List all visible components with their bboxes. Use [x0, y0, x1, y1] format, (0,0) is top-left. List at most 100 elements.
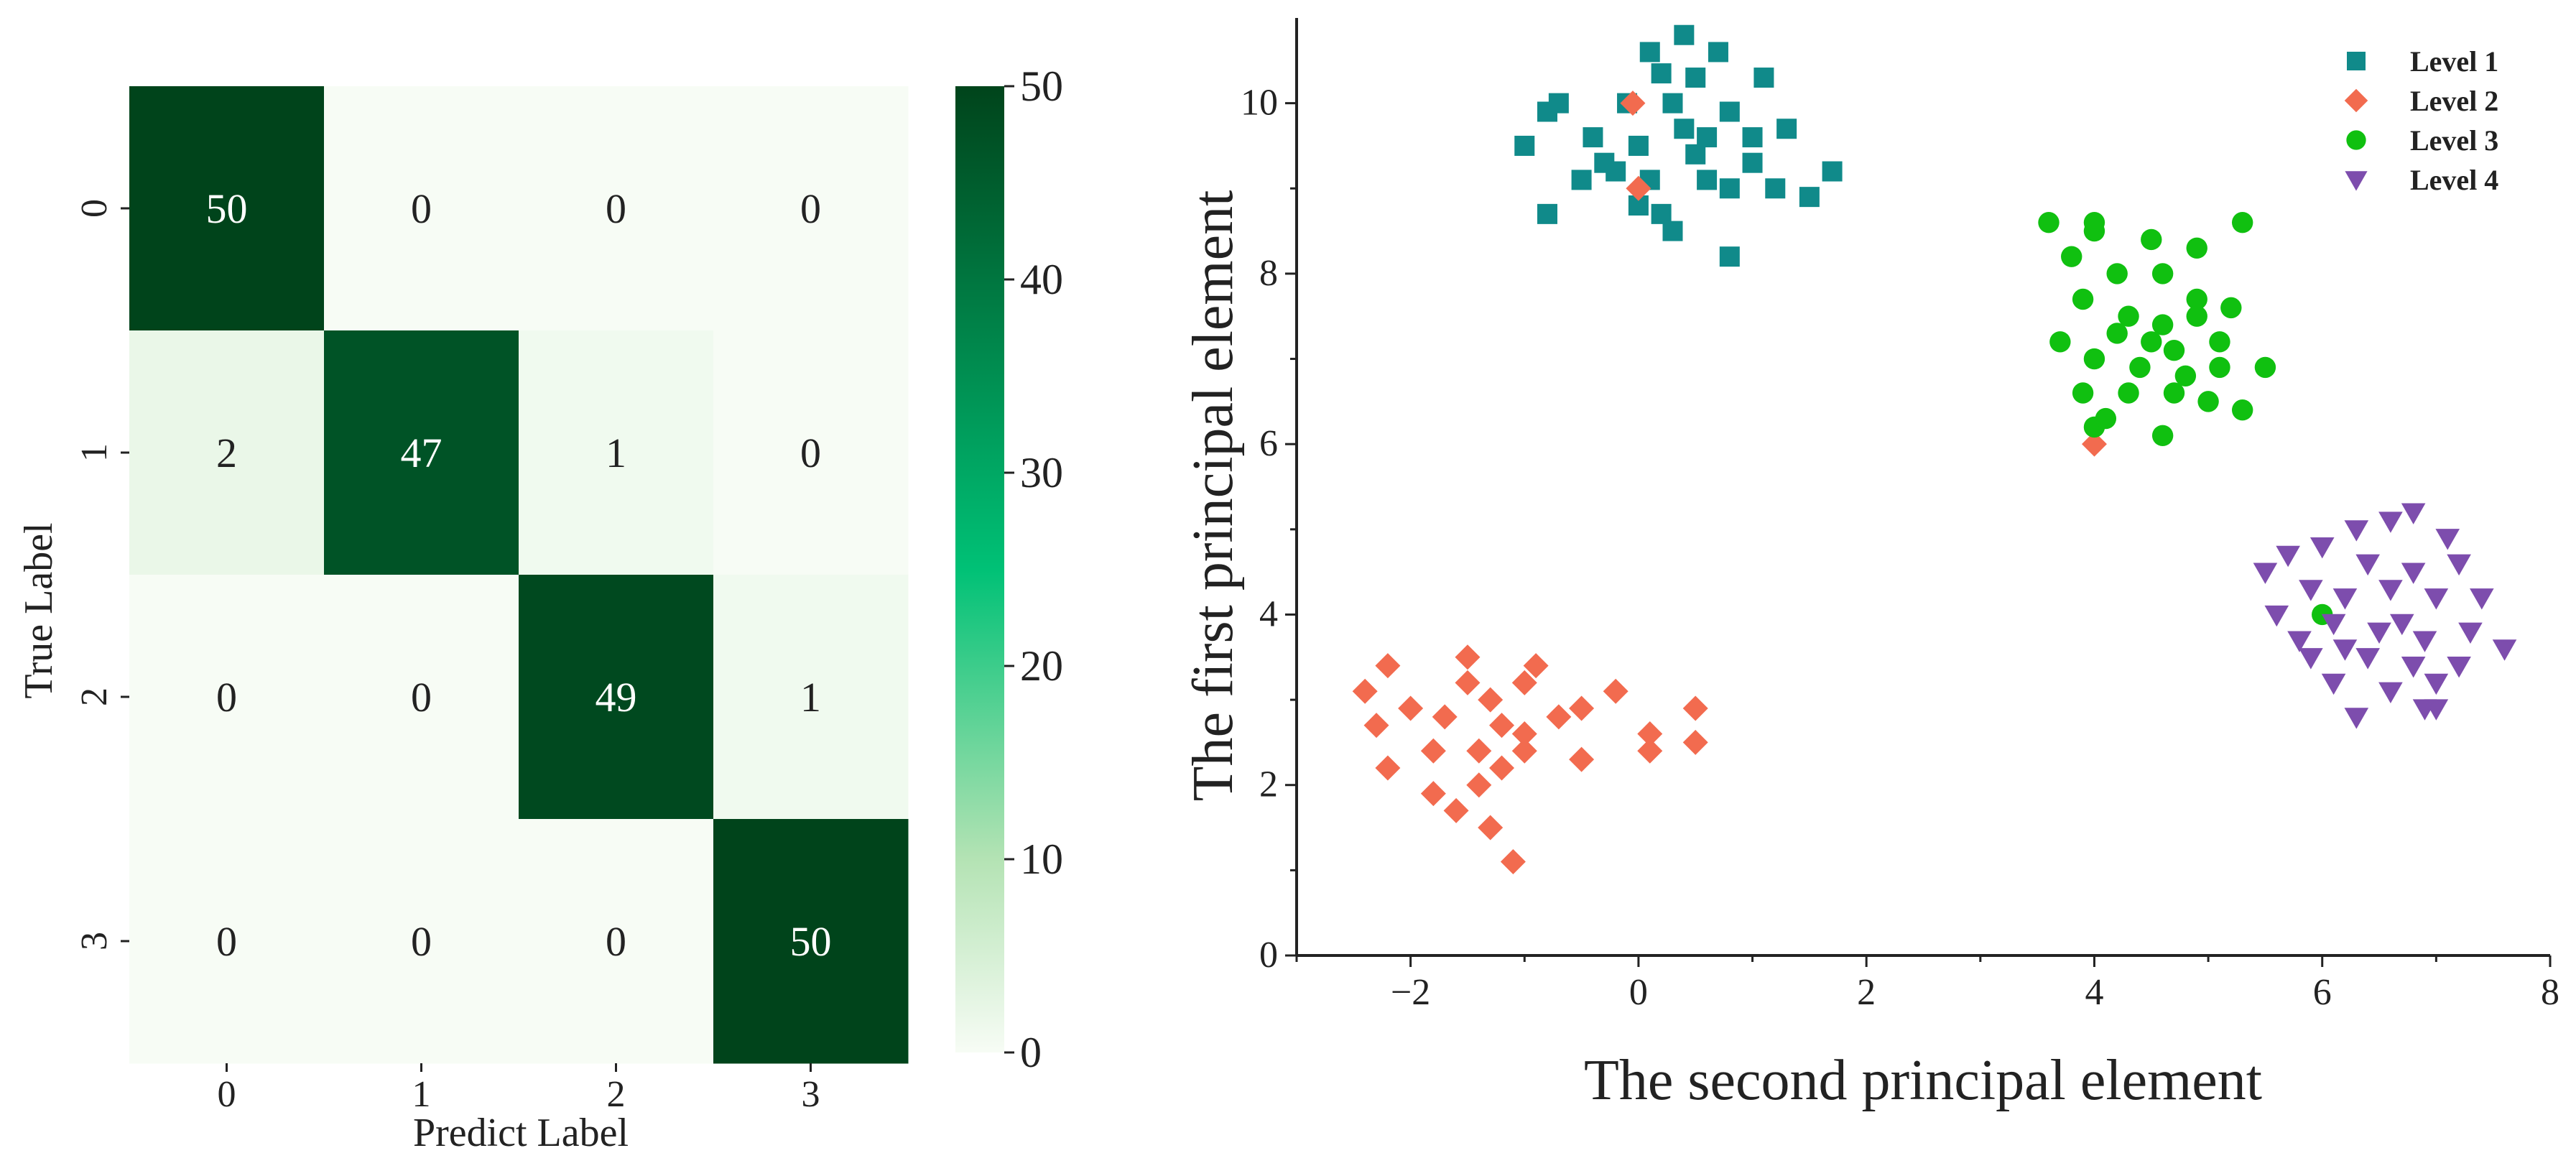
data-point: [2254, 356, 2276, 379]
data-point: [2401, 563, 2426, 584]
data-point: [2458, 622, 2483, 644]
data-point: [1489, 755, 1515, 781]
data-point: [2378, 512, 2403, 533]
colorbar-ticks: 0 10 20 30 40 50: [1004, 63, 1063, 1076]
data-point: [2435, 529, 2460, 550]
data-point: [1651, 63, 1672, 84]
data-point: [1637, 721, 1663, 747]
data-point: [1478, 815, 1504, 841]
colorbar-tick-label: 30: [1020, 449, 1063, 496]
series-level-2: [1352, 91, 2107, 874]
data-point: [2389, 614, 2414, 636]
heatmap-cell: [129, 819, 325, 1064]
data-point: [2163, 382, 2185, 404]
heatmap-x-tick-label: 1: [412, 1074, 431, 1115]
data-point: [2355, 648, 2380, 670]
data-point: [1682, 729, 1708, 755]
data-point: [2141, 228, 2162, 251]
legend-marker: [2344, 88, 2368, 113]
data-point: [1662, 93, 1683, 114]
heatmap-cell: [129, 330, 325, 575]
heatmap-x-tick-label: 3: [802, 1074, 820, 1115]
data-point: [2106, 263, 2128, 284]
heatmap-cell: [519, 819, 714, 1064]
data-point: [1420, 738, 1446, 764]
data-point: [1569, 695, 1595, 721]
data-point: [1375, 653, 1401, 679]
data-point: [2038, 212, 2060, 233]
data-point: [2276, 545, 2300, 568]
data-point: [1398, 695, 1424, 721]
data-point: [2083, 348, 2105, 370]
heatmap-cells: [129, 86, 909, 1064]
data-point: [1489, 713, 1515, 739]
data-point: [1432, 704, 1458, 730]
data-point: [1719, 101, 1740, 122]
heatmap-cell: [324, 330, 519, 575]
heatmap-cell: [129, 575, 325, 820]
data-point: [2151, 263, 2174, 284]
data-point: [2321, 614, 2346, 636]
colorbar-tick-label: 0: [1020, 1029, 1042, 1076]
data-point: [2197, 391, 2219, 412]
heatmap-cell-value: 0: [606, 185, 626, 232]
data-point: [1569, 746, 1595, 772]
data-point: [2129, 356, 2151, 379]
heatmap-y-tick-label: 2: [74, 688, 115, 706]
data-point: [1514, 135, 1535, 156]
data-point: [1375, 755, 1401, 781]
data-point: [2049, 331, 2071, 353]
legend-label: Level 2: [2410, 85, 2498, 117]
data-point: [2378, 682, 2403, 704]
data-point: [1765, 178, 1786, 199]
heatmap-cell-value: 2: [216, 430, 237, 476]
data-point: [2186, 305, 2207, 327]
data-point: [1523, 653, 1549, 679]
heatmap-x-tick-label: 0: [218, 1074, 236, 1115]
scatter-x-tick-label: 4: [2085, 972, 2103, 1013]
data-point: [1685, 144, 1706, 165]
scatter-y-axis-label: The first principal element: [1182, 190, 1245, 802]
heatmap-cell-value: 0: [216, 674, 237, 721]
colorbar-tick-label: 50: [1020, 63, 1063, 110]
heatmap-cell: [324, 86, 519, 331]
heatmap-x-axis-label: Predict Label: [413, 1111, 629, 1155]
data-point: [2321, 673, 2346, 695]
scatter-y-tick-label: 10: [1241, 83, 1278, 124]
data-point: [2081, 431, 2107, 457]
data-point: [2209, 331, 2230, 353]
data-point: [2106, 323, 2128, 344]
data-point: [1626, 175, 1651, 201]
heatmap-cell-value: 1: [800, 674, 821, 721]
data-point: [1420, 781, 1446, 807]
data-point: [2186, 288, 2207, 310]
data-point: [1651, 203, 1672, 224]
scatter-y-tick-label: 4: [1259, 593, 1278, 634]
data-point: [2332, 639, 2358, 661]
data-point: [2424, 699, 2449, 721]
heatmap-cell-value: 0: [800, 430, 821, 476]
heatmap-cell: [324, 819, 519, 1064]
data-point: [1478, 687, 1504, 713]
data-point: [2344, 708, 2369, 729]
data-point: [1742, 127, 1763, 148]
data-point: [2367, 622, 2391, 644]
heatmap-cell: [713, 819, 909, 1064]
data-point: [1500, 849, 1526, 874]
data-point: [2083, 220, 2105, 242]
heatmap-cell-value: 0: [606, 918, 626, 965]
heatmap-cell-value: 47: [401, 430, 443, 476]
heatmap-cell: [129, 86, 325, 331]
data-point: [2253, 563, 2278, 584]
heatmap-cell-value: 0: [800, 185, 821, 232]
scatter-legend: Level 1 Level 2 Level 3 Level 4: [2344, 45, 2498, 196]
colorbar: 0 10 20 30 40 50: [955, 63, 1063, 1076]
data-point: [2174, 365, 2197, 387]
colorbar-tick-label: 40: [1020, 256, 1063, 303]
data-point: [2401, 657, 2426, 678]
data-point: [1628, 135, 1649, 156]
heatmap-cell: [324, 575, 519, 820]
legend-label: Level 1: [2410, 45, 2498, 78]
series-level-4: [2253, 503, 2517, 729]
data-point: [2299, 580, 2323, 601]
